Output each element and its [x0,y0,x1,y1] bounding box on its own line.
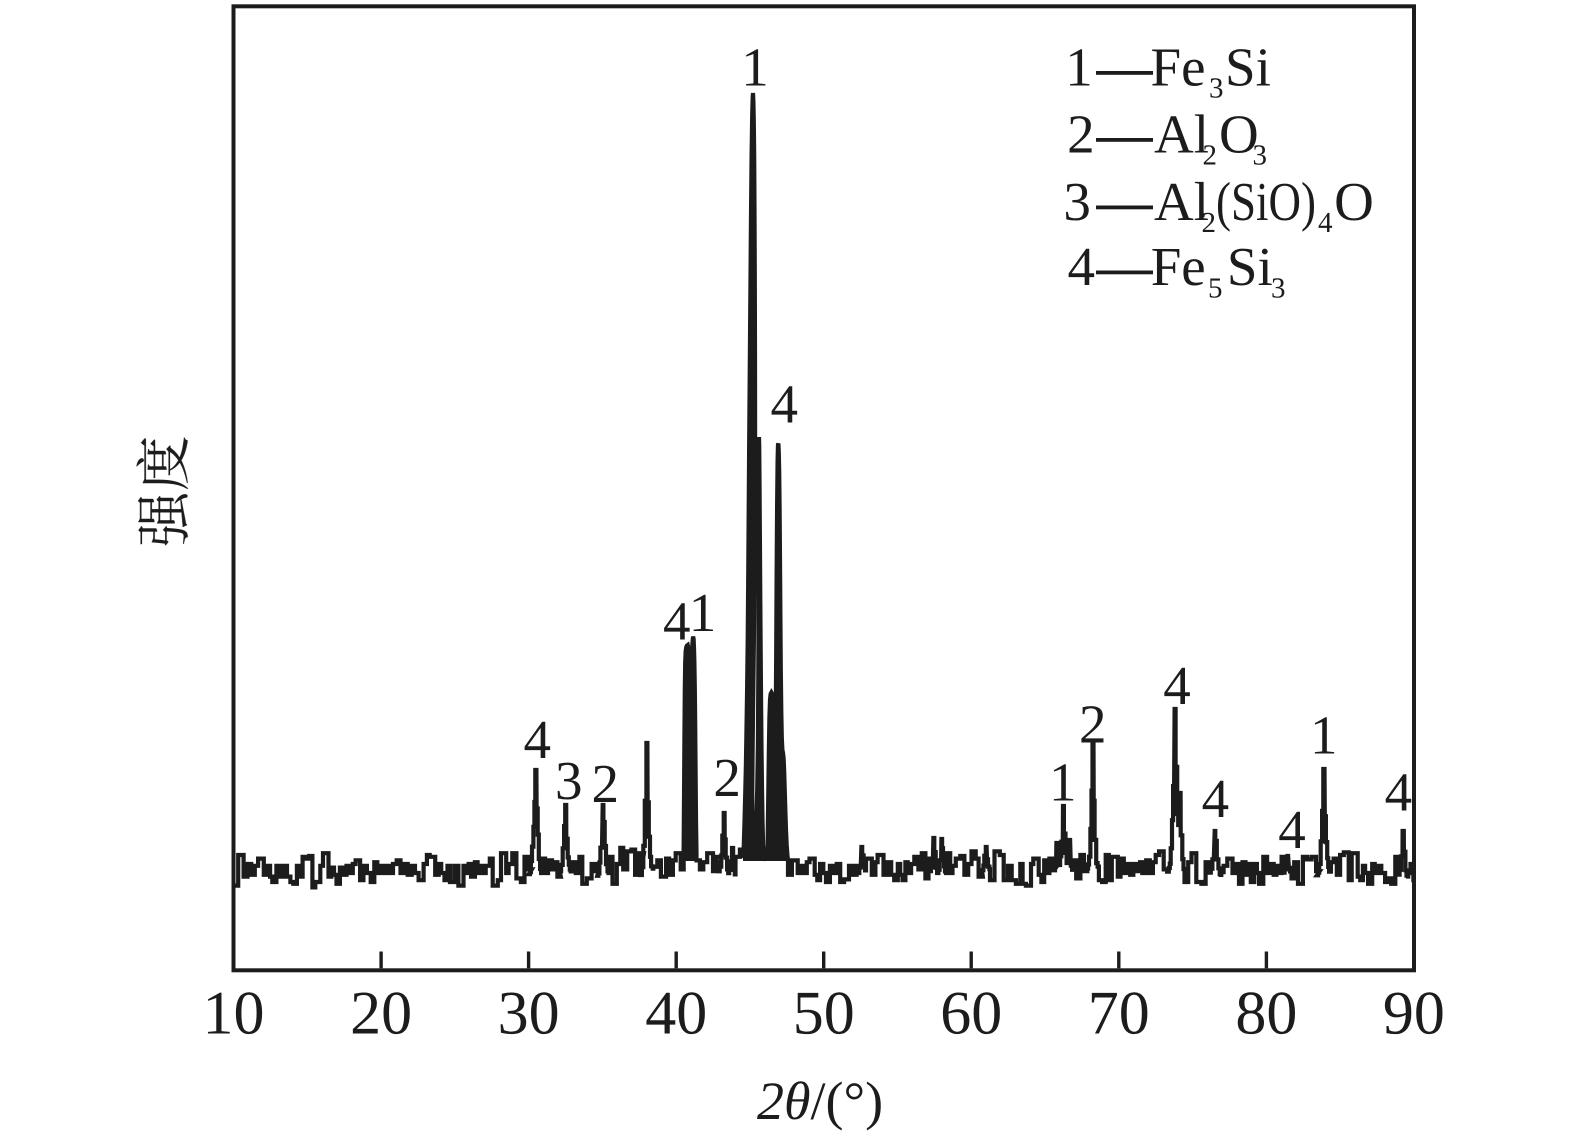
svg-text:2: 2 [713,747,741,808]
svg-text:2: 2 [592,753,620,814]
svg-text:4: 4 [1385,762,1413,823]
svg-text:Fe: Fe [1151,37,1206,98]
svg-text:Al: Al [1154,104,1209,165]
svg-text:3: 3 [1209,72,1224,104]
svg-text:30: 30 [498,980,560,1048]
svg-text:4: 4 [663,591,691,652]
svg-text:1: 1 [689,582,717,643]
svg-text:3: 3 [555,750,583,811]
svg-text:3: 3 [1271,273,1286,305]
svg-text:4: 4 [1163,655,1191,716]
svg-text:O: O [1219,104,1259,165]
svg-text:2: 2 [1067,104,1095,165]
svg-text:70: 70 [1088,980,1150,1048]
svg-text:90: 90 [1383,980,1445,1048]
svg-text:(SiO): (SiO) [1216,171,1316,232]
svg-text:4: 4 [1278,799,1306,860]
svg-text:50: 50 [793,980,855,1048]
svg-text:4: 4 [523,709,551,770]
svg-text:2: 2 [1079,694,1107,755]
svg-text:1: 1 [1049,752,1077,813]
svg-text:Fe: Fe [1151,236,1206,297]
svg-text:10: 10 [203,980,265,1048]
svg-text:2θ/(°): 2θ/(°) [757,1071,883,1131]
svg-text:1: 1 [1310,704,1338,765]
svg-text:3: 3 [1253,139,1268,171]
svg-text:60: 60 [940,980,1002,1048]
svg-text:1: 1 [1065,37,1093,98]
svg-text:3: 3 [1063,171,1091,232]
svg-text:4: 4 [1318,207,1333,239]
svg-text:Si: Si [1225,37,1271,98]
svg-text:80: 80 [1235,980,1297,1048]
svg-text:2: 2 [1203,139,1218,171]
svg-text:4: 4 [1068,236,1096,297]
svg-text:5: 5 [1208,273,1223,305]
svg-text:4: 4 [771,373,799,434]
svg-text:Si: Si [1227,236,1273,297]
svg-text:1: 1 [741,36,769,97]
svg-text:2: 2 [1202,207,1217,239]
svg-text:20: 20 [350,980,412,1048]
svg-text:40: 40 [645,980,707,1048]
svg-text:O: O [1334,171,1374,232]
svg-text:Al: Al [1154,171,1209,232]
svg-text:4: 4 [1202,768,1230,829]
